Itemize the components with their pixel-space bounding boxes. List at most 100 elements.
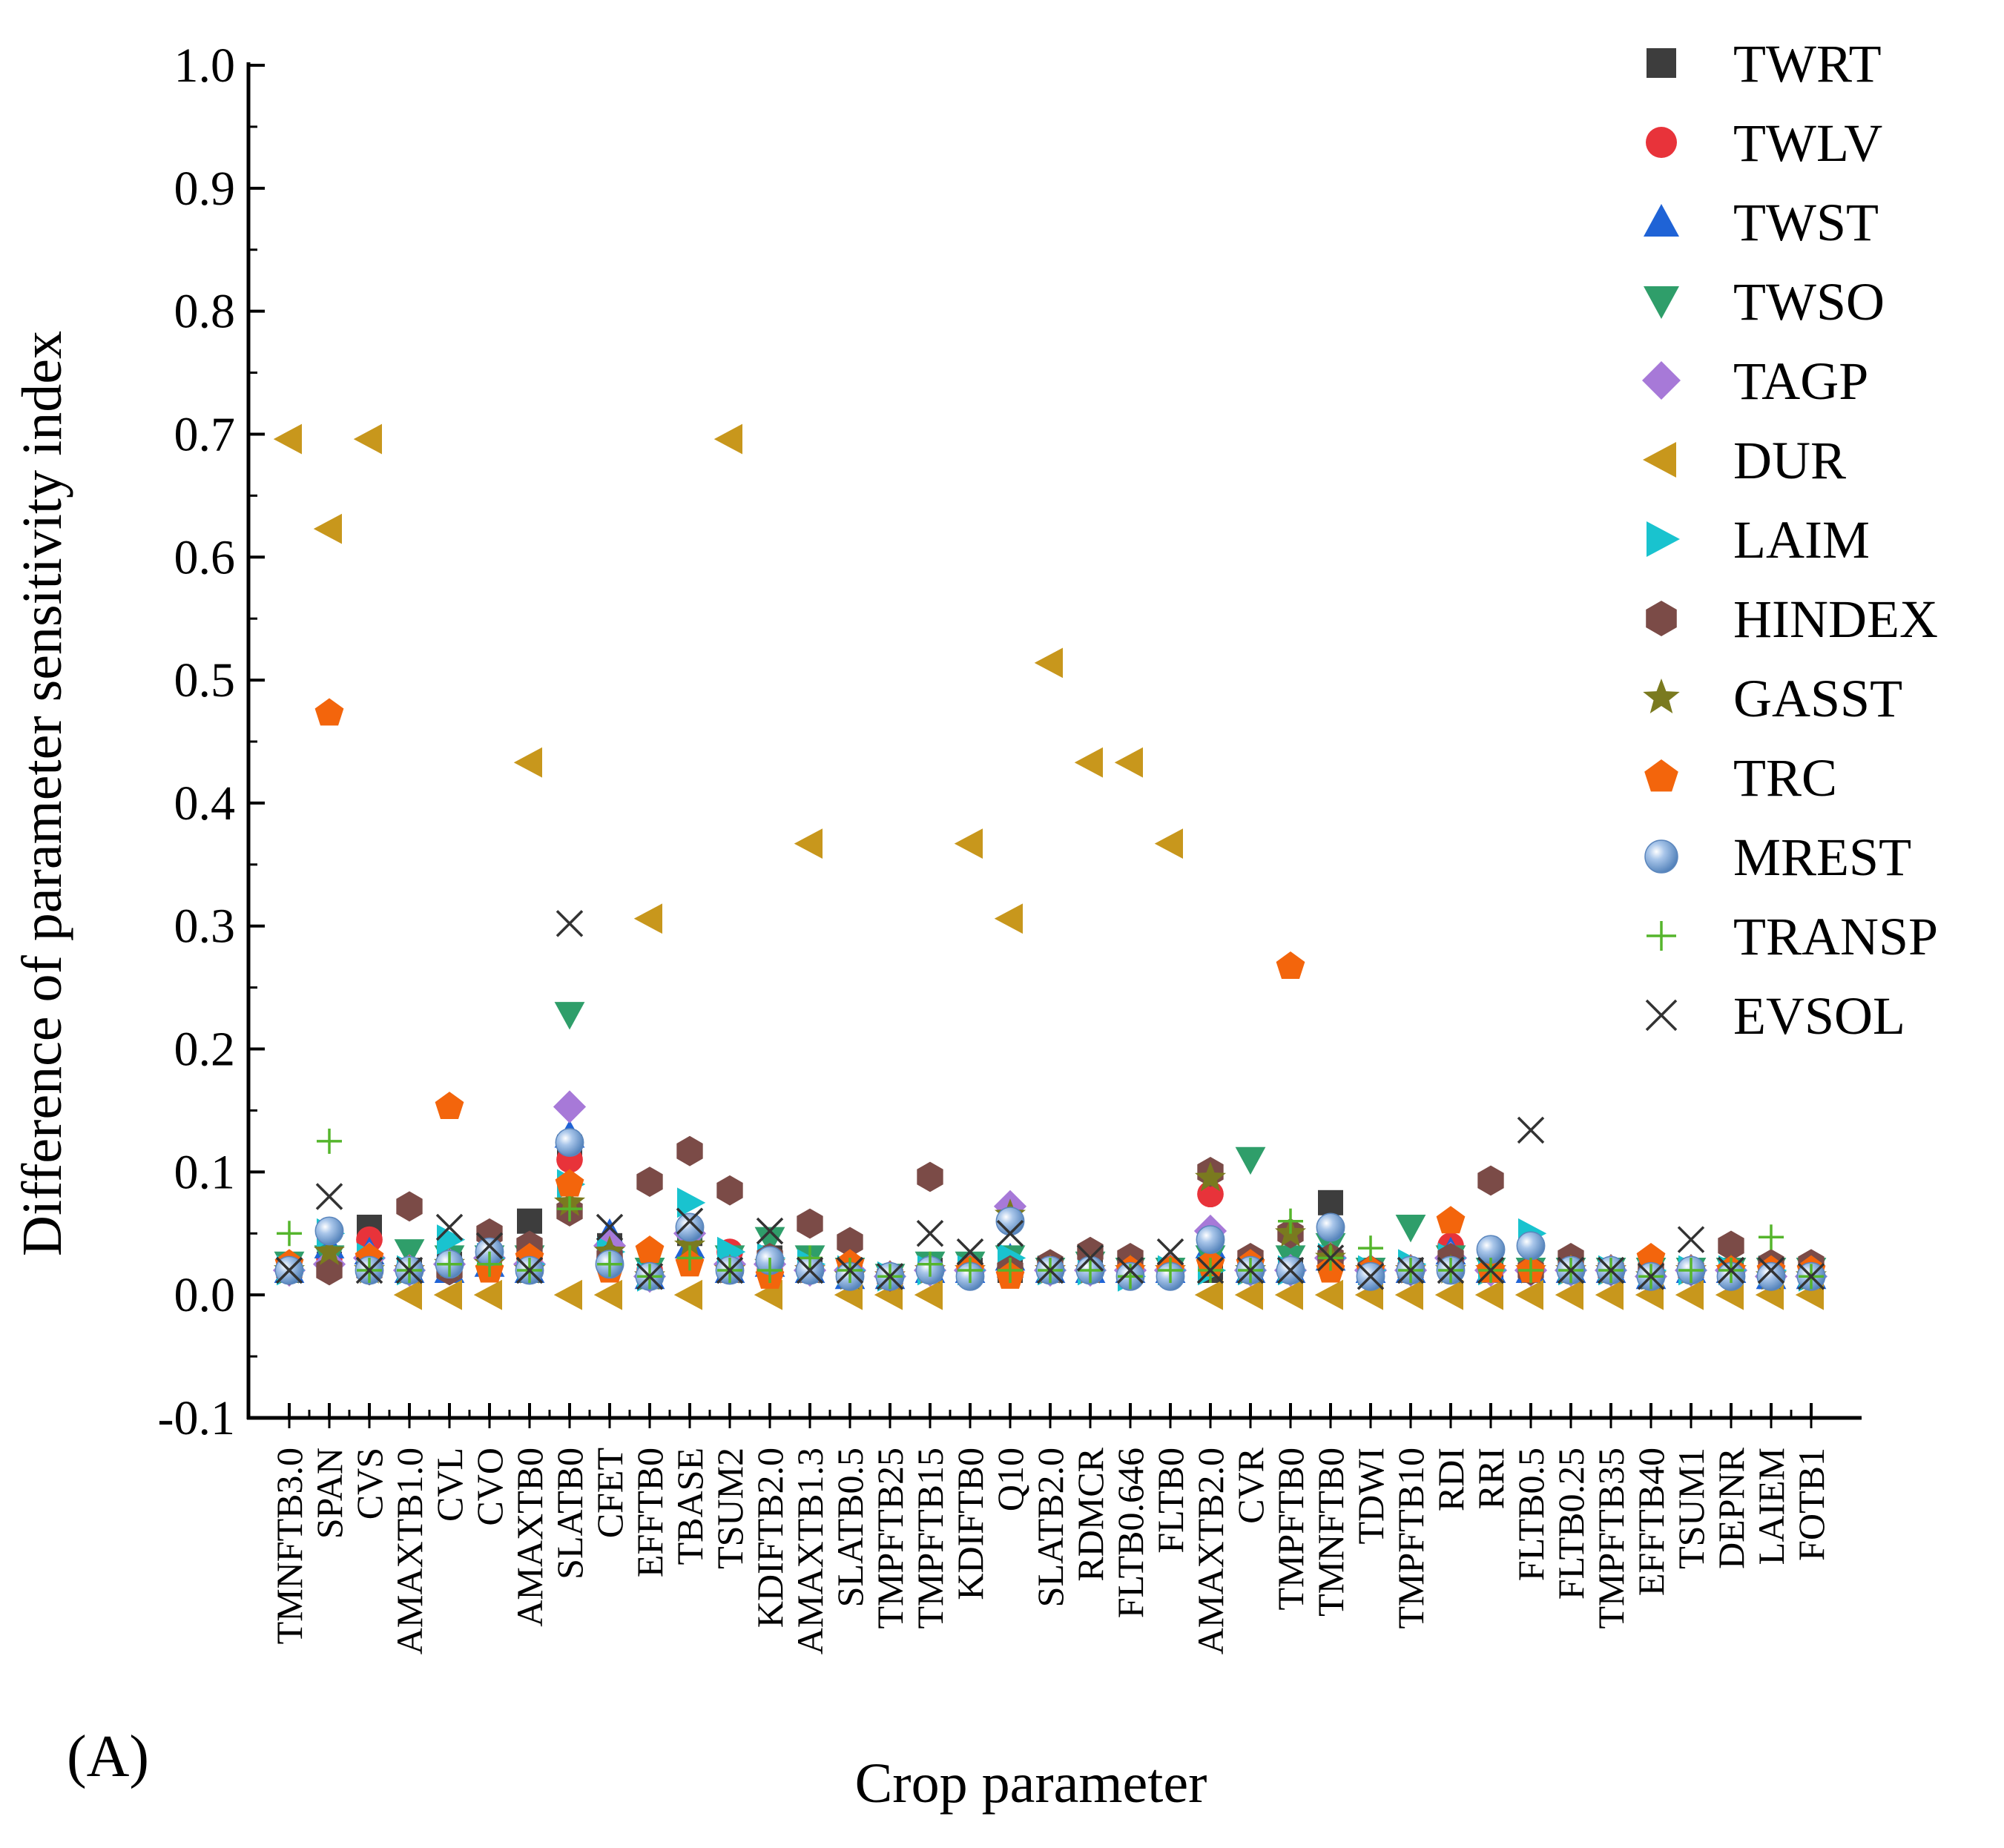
data-point: [994, 903, 1023, 934]
data-point: [433, 1279, 462, 1310]
legend-symbol: [1644, 839, 1678, 874]
legend-symbol: [1642, 361, 1681, 400]
legend-label: TWST: [1733, 193, 1879, 252]
data-point: [396, 1191, 423, 1222]
data-point: [1759, 1224, 1784, 1250]
x-tick-label: CVL: [429, 1448, 470, 1522]
x-tick-label: TDWI: [1350, 1448, 1391, 1545]
data-point: [1516, 1231, 1546, 1261]
data-point: [914, 1279, 943, 1310]
legend-symbol: [1643, 442, 1676, 478]
legend-symbol: [1644, 204, 1679, 237]
data-point: [1677, 1226, 1705, 1253]
y-tick-label: 0.9: [174, 162, 236, 216]
y-tick-label: 0.6: [174, 530, 236, 584]
x-tick-label: TMPFTB15: [909, 1448, 951, 1629]
data-point: [916, 1220, 944, 1247]
x-tick-label: FLTB0: [1150, 1448, 1191, 1554]
legend-symbol: [1644, 759, 1678, 792]
y-tick-label: 0.7: [174, 407, 236, 461]
data-point: [515, 1256, 544, 1284]
legend-label: TRANSP: [1733, 907, 1938, 966]
x-tick-label: CVS: [349, 1448, 390, 1519]
data-point: [1194, 1279, 1223, 1310]
y-tick-label: 0.8: [174, 285, 236, 339]
y-tick-label: -0.1: [158, 1391, 235, 1445]
x-tick-label: TMNFTB3.0: [268, 1448, 310, 1644]
data-point: [556, 910, 584, 937]
data-point: [435, 1092, 464, 1119]
legend-label: EVSOL: [1733, 986, 1905, 1046]
data-point: [1436, 1206, 1466, 1234]
data-point: [836, 1256, 864, 1284]
data-point: [1517, 1116, 1545, 1144]
data-point: [555, 1128, 584, 1158]
data-point: [277, 1221, 302, 1247]
data-point: [314, 1216, 344, 1246]
data-point: [797, 1245, 823, 1271]
x-tick-label: CVO: [469, 1448, 510, 1526]
legend-label: TRC: [1733, 748, 1837, 808]
data-point: [1274, 1279, 1303, 1310]
data-point: [393, 1279, 422, 1310]
data-point: [957, 1258, 983, 1284]
axes: -0.1 0.0 0.1 0.2 0.3 0.4 0.5 0.6 0.7 0.8 0.9 1.0 TMN…: [158, 39, 1862, 1654]
data-point: [876, 1263, 904, 1290]
panel-label: (A): [67, 1724, 149, 1789]
legend-symbol: [1644, 286, 1679, 319]
legend-label: GASST: [1733, 669, 1902, 728]
x-tick-label: FLTB0.5: [1510, 1448, 1552, 1581]
data-point: [1395, 1214, 1426, 1243]
legend: TWRT TWLV TWST TWSO TAGP DUR LAIM HINDEX GASST TR…: [1642, 34, 1938, 1046]
x-tick-label: Q10: [989, 1448, 1031, 1511]
data-point: [315, 1183, 343, 1210]
series-dur: [273, 423, 1824, 1310]
data-point: [837, 1227, 863, 1258]
legend-label: TWRT: [1733, 34, 1882, 93]
data-point: [917, 1161, 943, 1192]
legend-symbol: [1647, 48, 1676, 78]
data-markers: [272, 423, 1828, 1310]
data-point: [677, 1187, 706, 1218]
x-tick-label: FLTB0.646: [1110, 1448, 1151, 1618]
data-point: [1078, 1258, 1103, 1284]
data-point: [1797, 1263, 1825, 1290]
data-point: [1717, 1256, 1745, 1284]
data-point: [636, 1263, 664, 1290]
x-tick-label: RRI: [1470, 1448, 1512, 1509]
x-tick-label: KDIFTB0: [949, 1448, 991, 1600]
data-point: [1076, 1244, 1104, 1272]
x-tick-label: SPAN: [309, 1448, 350, 1539]
data-point: [1074, 747, 1103, 778]
y-tick-label: 0.3: [174, 900, 236, 954]
data-point: [1276, 951, 1305, 979]
data-point: [1514, 1279, 1543, 1310]
x-tick-label: AMAXTB0: [509, 1448, 550, 1627]
x-tick-label: SLATB2.0: [1029, 1448, 1071, 1607]
data-point: [1278, 1208, 1303, 1234]
data-point: [553, 1090, 587, 1123]
x-tick-label: LAIEM: [1750, 1448, 1792, 1565]
data-point: [676, 1135, 703, 1166]
x-tick-label: CVR: [1230, 1447, 1271, 1523]
data-point: [597, 1251, 622, 1277]
data-point: [956, 1238, 984, 1266]
data-point: [998, 1258, 1023, 1284]
data-point: [1154, 828, 1183, 859]
x-tick-label: RDI: [1430, 1448, 1471, 1511]
data-point: [797, 1208, 823, 1239]
data-point: [676, 1207, 704, 1235]
data-point: [1597, 1256, 1625, 1284]
legend-symbol: [1646, 127, 1677, 158]
data-point: [1318, 1189, 1343, 1215]
data-point: [756, 1217, 784, 1245]
data-point: [716, 1175, 743, 1206]
data-point: [1636, 1243, 1666, 1270]
x-tick-label: AMAXTB2.0: [1190, 1448, 1231, 1654]
legend-label: TWLV: [1733, 113, 1882, 173]
legend-label: LAIM: [1733, 510, 1870, 570]
x-tick-label: FOTB1: [1790, 1448, 1832, 1561]
data-point: [517, 1208, 542, 1234]
data-point: [1675, 1279, 1704, 1310]
